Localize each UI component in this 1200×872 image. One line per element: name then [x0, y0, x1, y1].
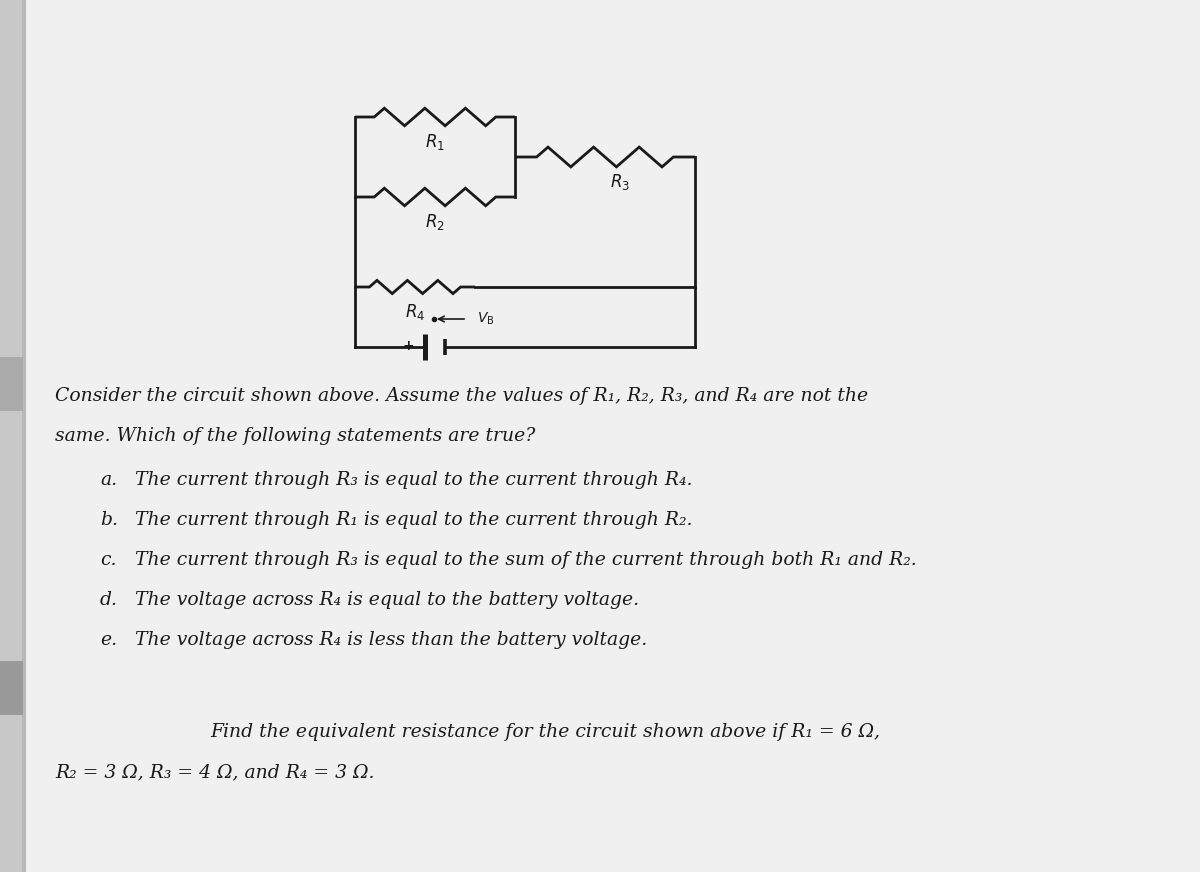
- Text: b.: b.: [100, 511, 118, 529]
- Text: $R_1$: $R_1$: [425, 132, 445, 152]
- Text: The current through R₃ is equal to the current through R₄.: The current through R₃ is equal to the c…: [134, 471, 692, 489]
- Text: R₂ = 3 Ω, R₃ = 4 Ω, and R₄ = 3 Ω.: R₂ = 3 Ω, R₃ = 4 Ω, and R₄ = 3 Ω.: [55, 763, 374, 781]
- Text: c.: c.: [100, 551, 116, 569]
- Text: The current through R₁ is equal to the current through R₂.: The current through R₁ is equal to the c…: [134, 511, 692, 529]
- FancyBboxPatch shape: [0, 661, 23, 715]
- Text: d.: d.: [100, 591, 118, 609]
- Text: Consider the circuit shown above. Assume the values of R₁, R₂, R₃, and R₄ are no: Consider the circuit shown above. Assume…: [55, 387, 868, 405]
- Text: +: +: [402, 339, 414, 353]
- Text: The voltage across R₄ is less than the battery voltage.: The voltage across R₄ is less than the b…: [134, 631, 647, 649]
- Text: a.: a.: [100, 471, 118, 489]
- Text: same. Which of the following statements are true?: same. Which of the following statements …: [55, 427, 535, 445]
- Text: Find the equivalent resistance for the circuit shown above if R₁ = 6 Ω,: Find the equivalent resistance for the c…: [210, 723, 880, 741]
- FancyBboxPatch shape: [0, 357, 23, 411]
- Bar: [22, 0, 26, 872]
- Text: $R_4$: $R_4$: [404, 302, 425, 322]
- Text: $R_3$: $R_3$: [610, 172, 630, 192]
- Text: $R_2$: $R_2$: [425, 212, 445, 232]
- FancyBboxPatch shape: [22, 0, 1200, 872]
- Text: e.: e.: [100, 631, 118, 649]
- Text: The voltage across R₄ is equal to the battery voltage.: The voltage across R₄ is equal to the ba…: [134, 591, 640, 609]
- Text: $V_{\mathrm{B}}$: $V_{\mathrm{B}}$: [476, 310, 494, 327]
- Text: The current through R₃ is equal to the sum of the current through both R₁ and R₂: The current through R₃ is equal to the s…: [134, 551, 917, 569]
